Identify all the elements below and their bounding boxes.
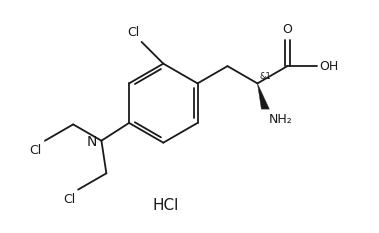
Text: N: N xyxy=(87,135,97,149)
Text: &1: &1 xyxy=(259,72,271,81)
Text: O: O xyxy=(282,24,292,37)
Text: Cl: Cl xyxy=(30,144,42,157)
Text: NH₂: NH₂ xyxy=(268,113,292,126)
Text: HCl: HCl xyxy=(152,199,179,213)
Text: Cl: Cl xyxy=(127,26,139,39)
Polygon shape xyxy=(257,83,269,109)
Text: OH: OH xyxy=(319,60,338,73)
Text: Cl: Cl xyxy=(63,193,75,206)
